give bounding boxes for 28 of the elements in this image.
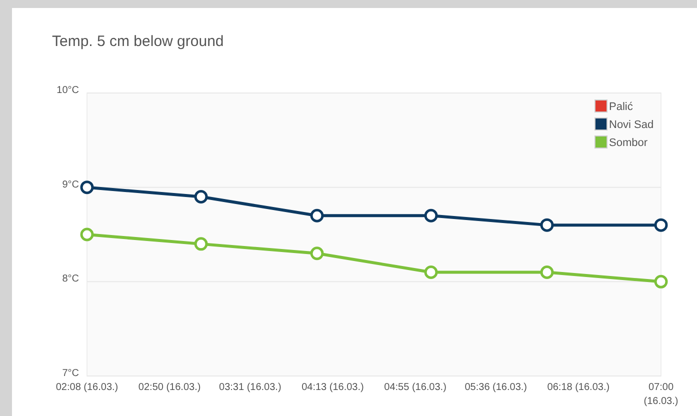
- legend-label: Novi Sad: [609, 119, 654, 131]
- legend-label: Palić: [609, 101, 634, 113]
- point: [654, 274, 668, 288]
- x-tick-label: 04:13 (16.03.): [302, 382, 364, 393]
- point: [194, 190, 208, 204]
- point: [80, 180, 94, 194]
- x-tick-label: 02:08 (16.03.): [56, 382, 118, 393]
- x-tick-label: 02:50 (16.03.): [138, 382, 201, 393]
- chart-title: Temp. 5 cm below ground: [52, 33, 224, 50]
- x-tick-label: 07:00 (16.03.): [644, 382, 678, 407]
- point: [194, 237, 208, 251]
- point: [424, 208, 438, 222]
- point: [540, 265, 554, 279]
- point: [310, 246, 324, 260]
- y-tick-label: 10°C: [56, 85, 79, 96]
- legend-label: Sombor: [609, 137, 648, 149]
- x-tick-label: 03:31 (16.03.): [219, 382, 282, 393]
- y-tick-label: 9°C: [62, 179, 79, 190]
- x-tick-label: 05:36 (16.03.): [464, 382, 528, 393]
- y-tick-label: 7°C: [62, 368, 79, 379]
- point: [310, 208, 324, 222]
- point: [424, 265, 438, 279]
- point: [540, 218, 554, 232]
- point: [654, 218, 668, 232]
- point: [80, 228, 94, 242]
- x-tick-label: 04:55 (16.03.): [384, 382, 446, 393]
- y-tick-label: 8°C: [62, 274, 79, 285]
- x-tick-label: 06:18 (16.03.): [547, 382, 610, 393]
